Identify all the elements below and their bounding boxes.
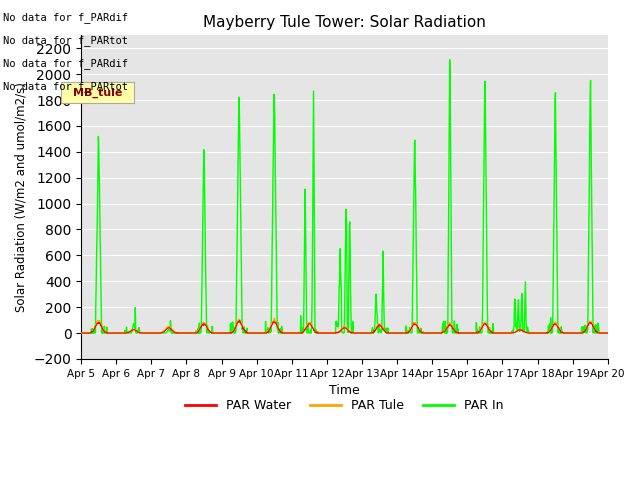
Legend: PAR Water, PAR Tule, PAR In: PAR Water, PAR Tule, PAR In — [180, 395, 509, 418]
Y-axis label: Solar Radiation (W/m2 and umol/m2/s): Solar Radiation (W/m2 and umol/m2/s) — [15, 82, 28, 312]
Text: MB_tule: MB_tule — [73, 87, 122, 97]
Text: No data for f_PARtot: No data for f_PARtot — [3, 35, 128, 46]
Title: Mayberry Tule Tower: Solar Radiation: Mayberry Tule Tower: Solar Radiation — [203, 15, 486, 30]
Text: No data for f_PARdif: No data for f_PARdif — [3, 58, 128, 69]
Text: No data for f_PARtot: No data for f_PARtot — [3, 81, 128, 92]
Text: No data for f_PARdif: No data for f_PARdif — [3, 12, 128, 23]
X-axis label: Time: Time — [329, 384, 360, 397]
